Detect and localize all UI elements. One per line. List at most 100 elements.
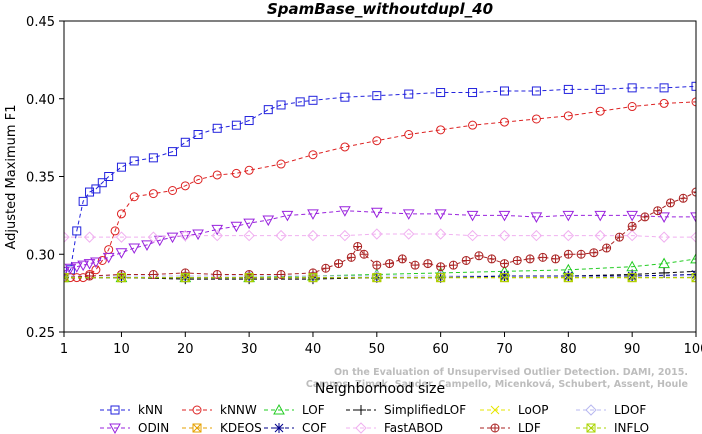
series-knn: [64, 81, 696, 283]
point-simplifiedlof: [659, 267, 670, 278]
legend-label-simplifiedlof: SimplifiedLOF: [384, 403, 466, 417]
point-knnw: [499, 117, 509, 127]
watermark-line-2: Campos, Zimek, Sander, Campello, Micenko…: [306, 379, 688, 390]
point-odin: [262, 215, 275, 227]
point-knn: [691, 81, 696, 91]
point-lof: [658, 257, 670, 269]
point-ldf: [576, 249, 586, 259]
point-fastabod: [64, 231, 70, 243]
point-inflo: [308, 273, 318, 283]
point-ldf: [627, 221, 637, 231]
x-tick-label: 40: [305, 342, 322, 357]
point-fastabod: [307, 229, 319, 242]
point-odin: [402, 209, 415, 220]
legend-marker-kdeos: [192, 423, 202, 433]
point-fastabod: [562, 229, 575, 242]
point-knn: [563, 84, 573, 94]
point-odin: [192, 229, 204, 241]
point-knn: [91, 184, 101, 194]
point-odin: [70, 262, 83, 273]
series-knnw: [64, 97, 696, 283]
legend-item-loop: LoOP: [480, 403, 549, 417]
y-tick-label: 0.35: [26, 171, 55, 186]
legend-marker-ldf: [490, 423, 500, 433]
point-ldf: [180, 268, 190, 278]
series-line-fastabod: [64, 233, 696, 238]
point-knn: [180, 137, 190, 147]
point-knnw: [531, 114, 541, 124]
plot-frame: [63, 20, 697, 333]
x-tick-label: 10: [113, 342, 130, 357]
legend: kNN kNNW LOF SimplifiedLOF LoOP LDOF ODIN KDEOS…: [100, 403, 649, 434]
point-fastabod: [115, 231, 128, 243]
point-knn: [295, 97, 305, 107]
point-knnw: [129, 192, 139, 202]
point-knnw: [116, 209, 126, 219]
point-knn: [244, 116, 254, 126]
legend-item-kdeos: KDEOS: [182, 421, 262, 434]
point-fastabod: [594, 229, 606, 242]
legend-marker-loop: [490, 405, 500, 415]
legend-marker-lof: [273, 403, 285, 415]
point-inflo: [244, 273, 254, 283]
point-ldf: [653, 206, 663, 216]
legend-label-kdeos: KDEOS: [220, 421, 262, 434]
series-line-knnw: [64, 101, 696, 279]
point-fastabod: [658, 231, 670, 243]
point-odin: [370, 207, 383, 219]
point-knnw: [436, 125, 446, 135]
x-axis-label: Neighborhood size: [315, 381, 445, 397]
point-odin: [530, 212, 543, 223]
point-inflo: [64, 273, 69, 283]
point-knn: [499, 86, 509, 96]
legend-item-cof: COF: [264, 421, 327, 434]
legend-label-ldof: LDOF: [614, 403, 646, 417]
legend-label-lof: LOF: [302, 403, 325, 417]
point-fastabod: [530, 229, 543, 242]
point-inflo: [436, 273, 446, 283]
chart-title: SpamBase_withoutdupl_40: [267, 0, 493, 18]
point-odin: [64, 266, 70, 278]
point-knn: [627, 83, 637, 93]
legend-marker-ldof: [585, 404, 597, 416]
series-fastabod: [64, 228, 696, 243]
point-odin: [281, 210, 294, 222]
point-ldf: [385, 259, 395, 269]
point-knnw: [595, 106, 605, 116]
point-odin: [141, 240, 153, 251]
point-ldf: [436, 262, 446, 272]
point-knn: [531, 86, 541, 96]
point-knn: [104, 172, 114, 181]
point-knn: [263, 105, 273, 115]
point-knn: [72, 226, 82, 236]
legend-label-knnw: kNNW: [220, 403, 257, 417]
legend-marker-knn: [110, 405, 120, 415]
series-line-ldf: [64, 191, 696, 279]
legend-marker-knnw: [192, 405, 202, 415]
point-knn: [148, 153, 158, 163]
point-odin: [434, 209, 447, 220]
point-knnw: [148, 189, 158, 199]
point-ldf: [614, 232, 624, 242]
point-knn: [340, 92, 350, 102]
point-inflo: [499, 273, 509, 283]
point-knnw: [340, 142, 350, 152]
point-fastabod: [275, 229, 287, 242]
y-tick-label: 0.25: [26, 326, 55, 341]
point-knnw: [97, 255, 107, 265]
point-inflo: [116, 273, 126, 283]
point-knn: [193, 130, 203, 140]
point-odin: [102, 252, 115, 264]
x-tick-label: 30: [241, 342, 258, 357]
y-tick-label: 0.40: [26, 93, 55, 108]
legend-marker-simplifiedlof: [356, 405, 366, 415]
point-fastabod: [83, 231, 96, 243]
point-fastabod: [466, 229, 479, 242]
point-inflo: [563, 273, 573, 283]
point-odin: [90, 257, 102, 269]
point-knnw: [180, 181, 190, 191]
y-axis-label: Adjusted Maximum F1: [4, 105, 19, 250]
point-knnw: [372, 136, 382, 146]
point-cof: [563, 271, 574, 282]
